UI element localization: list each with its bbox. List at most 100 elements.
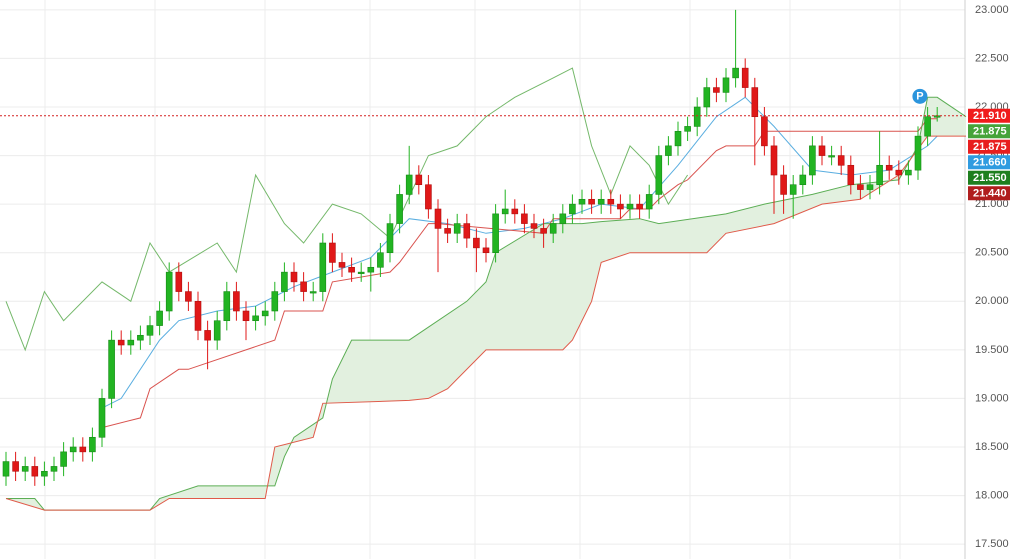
indicator-line: [101, 118, 938, 429]
candle-body: [146, 325, 154, 336]
candle-body: [645, 194, 653, 210]
indicator-line: [5, 67, 689, 352]
candle-body: [156, 310, 163, 326]
candle-body: [396, 194, 403, 224]
candle-body: [175, 271, 183, 292]
price-badge: [968, 124, 1010, 139]
candle-body: [569, 203, 576, 215]
price-badge: [968, 139, 1010, 154]
candle-body: [434, 208, 442, 229]
candle-body: [338, 262, 346, 268]
candle-body: [540, 228, 547, 234]
candle-body: [559, 213, 567, 224]
price-badge-label: 21.910: [973, 110, 1007, 122]
candle-body: [242, 310, 250, 322]
candle-body: [463, 223, 471, 239]
candle-body: [281, 271, 288, 292]
y-tick-label: 20.500: [975, 247, 1009, 259]
cloud-fill: [6, 97, 966, 511]
candle-body: [233, 291, 240, 312]
candle-body: [617, 203, 624, 210]
candle-body: [261, 310, 269, 317]
candle-body: [425, 184, 432, 210]
price-badge-label: 21.875: [973, 141, 1007, 153]
candle-body: [69, 446, 77, 453]
candle-body: [837, 155, 845, 166]
candle-body: [60, 451, 67, 467]
price-badge-label: 21.550: [973, 172, 1007, 184]
candle-body: [252, 315, 259, 322]
indicator-line: [5, 135, 966, 511]
candle-body: [924, 116, 931, 137]
price-badge: [968, 155, 1010, 170]
annotation-marker: [912, 88, 928, 104]
candle-body: [549, 223, 557, 234]
candle-body: [722, 77, 730, 93]
candle-body: [108, 339, 115, 399]
candle-body: [185, 291, 192, 302]
candle-body: [597, 198, 605, 205]
candle-body: [473, 237, 480, 249]
price-badge-label: 21.440: [973, 188, 1007, 200]
candle-body: [501, 208, 509, 215]
y-tick-label: 22.500: [975, 52, 1009, 64]
candle-body: [12, 461, 19, 472]
candle-body: [895, 169, 903, 176]
candle-body: [194, 300, 202, 331]
candle-body: [905, 169, 912, 176]
candle-body: [655, 155, 663, 195]
candle-body: [482, 247, 490, 254]
y-tick-label: 18.000: [975, 489, 1009, 501]
candle-body: [578, 198, 586, 205]
price-badge-label: 21.875: [973, 126, 1007, 138]
candle-body: [223, 291, 231, 322]
candle-body: [41, 470, 48, 477]
candle-body: [117, 339, 125, 346]
candle-body: [405, 174, 413, 195]
candle-body: [770, 145, 778, 176]
candle-body: [444, 228, 451, 234]
candle-body: [204, 330, 211, 341]
candle-body: [847, 164, 855, 186]
candle-body: [732, 67, 739, 79]
candle-body: [914, 135, 922, 171]
candle-body: [271, 291, 279, 312]
candle-body: [50, 466, 58, 472]
y-tick-label: 17.500: [975, 538, 1009, 550]
candle-body: [588, 198, 595, 205]
candle-body: [626, 203, 634, 210]
price-badge: [968, 108, 1010, 123]
candle-body: [319, 242, 327, 292]
candle-body: [818, 145, 826, 156]
candle-body: [290, 271, 298, 283]
indicator-line: [6, 96, 967, 511]
candle-body: [127, 339, 135, 346]
candle-body: [780, 174, 787, 195]
annotation-label: P: [916, 91, 923, 103]
candle-body: [809, 145, 816, 176]
candle-body: [309, 291, 317, 294]
candle-body: [137, 334, 144, 341]
y-tick-label: 19.500: [975, 344, 1009, 356]
candle-body: [693, 106, 701, 127]
candle-body: [511, 208, 519, 215]
candle-body: [751, 87, 759, 118]
candle-body: [2, 461, 10, 477]
candle-body: [213, 320, 221, 341]
price-badge-label: 21.660: [973, 157, 1007, 169]
candle-body: [386, 223, 394, 254]
candle-body: [530, 223, 538, 229]
candle-body: [89, 436, 96, 453]
candle-body: [492, 213, 499, 254]
y-tick-label: 23.000: [975, 4, 1009, 16]
y-tick-label: 19.000: [975, 392, 1009, 404]
candle-body: [636, 203, 643, 210]
candle-body: [761, 116, 768, 147]
candle-body: [799, 174, 807, 186]
candle-body: [741, 67, 749, 88]
candle-body: [415, 174, 423, 186]
candle-body: [665, 145, 672, 156]
y-tick-label: 20.000: [975, 295, 1009, 307]
